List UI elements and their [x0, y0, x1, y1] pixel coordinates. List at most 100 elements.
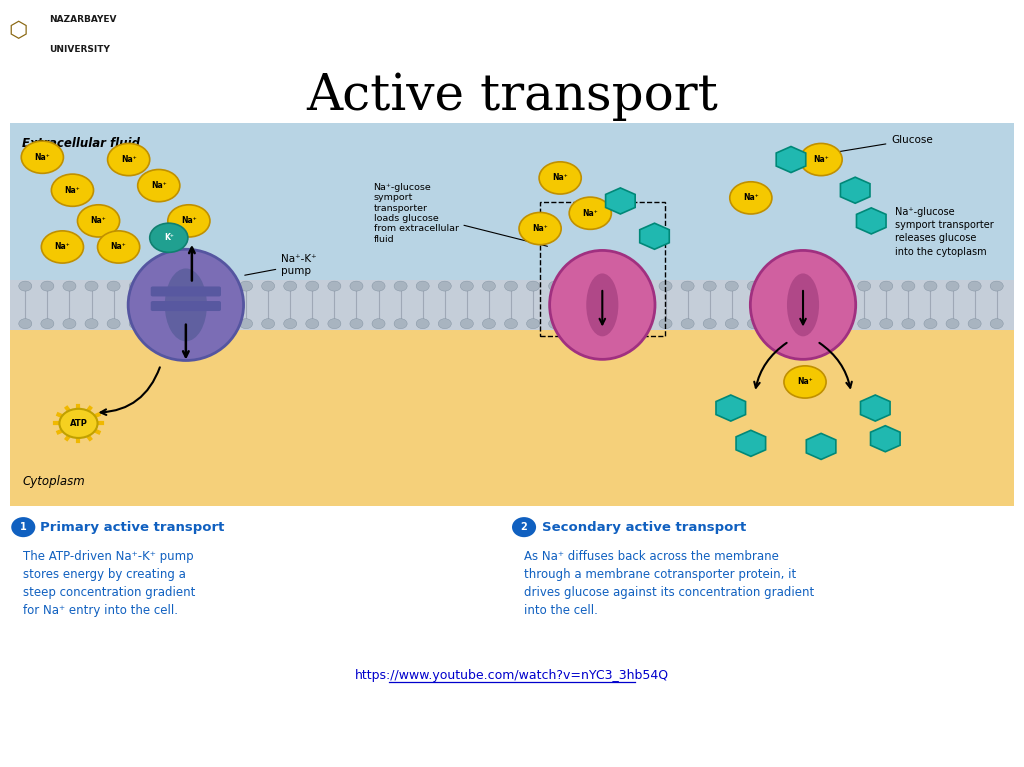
Circle shape — [858, 281, 870, 291]
Circle shape — [152, 319, 164, 328]
Circle shape — [792, 319, 805, 328]
Circle shape — [461, 319, 473, 328]
Circle shape — [539, 162, 582, 194]
FancyBboxPatch shape — [2, 4, 140, 66]
Circle shape — [968, 319, 981, 328]
Circle shape — [372, 281, 385, 291]
Circle shape — [173, 281, 186, 291]
Circle shape — [519, 212, 561, 245]
Circle shape — [968, 281, 981, 291]
Circle shape — [306, 281, 318, 291]
Circle shape — [614, 319, 628, 328]
Circle shape — [196, 281, 209, 291]
Circle shape — [284, 281, 297, 291]
FancyBboxPatch shape — [10, 280, 1014, 330]
Text: The ATP-driven Na⁺-K⁺ pump
stores energy by creating a
steep concentration gradi: The ATP-driven Na⁺-K⁺ pump stores energy… — [24, 550, 196, 617]
Circle shape — [946, 281, 959, 291]
Circle shape — [306, 319, 318, 328]
Ellipse shape — [128, 249, 244, 360]
Circle shape — [526, 281, 540, 291]
Polygon shape — [776, 146, 806, 173]
Text: Na⁺-K⁺
pump: Na⁺-K⁺ pump — [245, 254, 316, 276]
Polygon shape — [716, 395, 745, 421]
Text: 2019-20: 2019-20 — [950, 742, 1014, 757]
Ellipse shape — [787, 273, 819, 336]
Circle shape — [858, 319, 870, 328]
Circle shape — [328, 319, 341, 328]
Circle shape — [570, 319, 584, 328]
Polygon shape — [806, 433, 836, 459]
Circle shape — [637, 281, 650, 291]
Text: Primary active transport: Primary active transport — [40, 521, 224, 534]
Polygon shape — [736, 430, 766, 456]
Text: Foundation Year Program: Foundation Year Program — [786, 27, 1004, 42]
Circle shape — [152, 281, 164, 291]
Circle shape — [569, 197, 611, 229]
Circle shape — [97, 231, 139, 263]
Text: K⁺: K⁺ — [164, 233, 174, 242]
Circle shape — [41, 231, 84, 263]
Circle shape — [350, 281, 362, 291]
Circle shape — [549, 319, 562, 328]
Circle shape — [217, 281, 230, 291]
Circle shape — [880, 281, 893, 291]
Text: ATP: ATP — [70, 419, 87, 428]
Circle shape — [196, 319, 209, 328]
Circle shape — [659, 319, 672, 328]
Circle shape — [129, 319, 142, 328]
Circle shape — [990, 281, 1004, 291]
Circle shape — [924, 319, 937, 328]
Circle shape — [725, 319, 738, 328]
Text: 2: 2 — [520, 522, 527, 532]
Text: NAZARBAYEV: NAZARBAYEV — [49, 15, 117, 24]
Circle shape — [108, 281, 120, 291]
Circle shape — [748, 319, 761, 328]
Circle shape — [526, 319, 540, 328]
Circle shape — [240, 281, 253, 291]
Circle shape — [62, 319, 76, 328]
Circle shape — [730, 182, 772, 214]
Circle shape — [350, 319, 362, 328]
Circle shape — [18, 281, 32, 291]
Circle shape — [725, 281, 738, 291]
Circle shape — [18, 319, 32, 328]
Circle shape — [416, 281, 429, 291]
Polygon shape — [860, 395, 890, 421]
Circle shape — [836, 319, 849, 328]
Circle shape — [813, 281, 826, 291]
Text: Introduction to Biology: Introduction to Biology — [10, 742, 191, 757]
Text: Active transport: Active transport — [306, 71, 718, 120]
Circle shape — [703, 281, 716, 291]
Circle shape — [85, 281, 98, 291]
Circle shape — [284, 319, 297, 328]
Polygon shape — [841, 177, 870, 203]
Circle shape — [769, 319, 782, 328]
Circle shape — [659, 281, 672, 291]
Circle shape — [703, 319, 716, 328]
Circle shape — [41, 281, 54, 291]
Circle shape — [372, 319, 385, 328]
Circle shape — [62, 281, 76, 291]
Circle shape — [924, 281, 937, 291]
Circle shape — [681, 281, 694, 291]
Text: As Na⁺ diffuses back across the membrane
through a membrane cotransporter protei: As Na⁺ diffuses back across the membrane… — [524, 550, 814, 617]
Circle shape — [85, 319, 98, 328]
FancyBboxPatch shape — [151, 286, 221, 296]
Circle shape — [482, 319, 496, 328]
Polygon shape — [870, 426, 900, 452]
Circle shape — [637, 319, 650, 328]
Text: Secondary active transport: Secondary active transport — [542, 521, 746, 534]
Text: Na⁺: Na⁺ — [65, 186, 80, 195]
Text: Na⁺: Na⁺ — [532, 224, 548, 233]
Circle shape — [394, 281, 408, 291]
Circle shape — [51, 174, 93, 206]
Circle shape — [168, 205, 210, 237]
Ellipse shape — [550, 250, 655, 359]
Circle shape — [902, 319, 914, 328]
Text: Na⁺: Na⁺ — [797, 377, 813, 387]
Circle shape — [137, 170, 180, 202]
Polygon shape — [605, 188, 635, 214]
Circle shape — [549, 281, 562, 291]
Text: Na⁺: Na⁺ — [552, 173, 568, 183]
Text: Na⁺: Na⁺ — [181, 216, 197, 225]
